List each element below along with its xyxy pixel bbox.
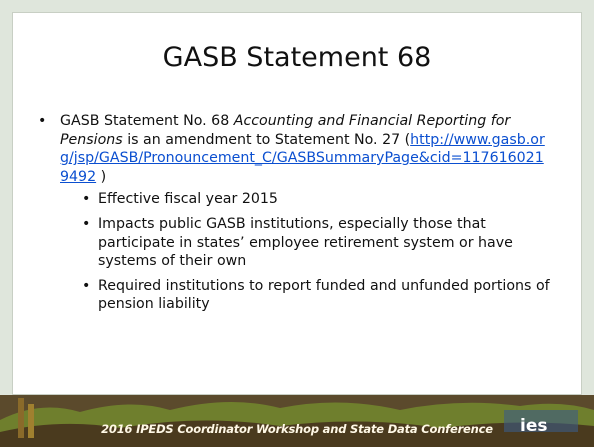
sub-bullet: Impacts public GASB institutions, especi…: [82, 215, 550, 271]
bullet-list: GASB Statement No. 68 Accounting and Fin…: [38, 112, 550, 314]
bullet-italic: Accounting and Financial Reporting for P…: [60, 113, 511, 148]
bullet-text: is an amendment to Statement No. 27 (: [122, 131, 411, 148]
sub-bullet: Effective fiscal year 2015: [82, 190, 550, 209]
bullet-text: GASB Statement No. 68: [60, 113, 234, 129]
footer-text: 2016 IPEDS Coordinator Workshop and Stat…: [101, 422, 493, 436]
logo: ies: [520, 416, 548, 436]
slide-title: GASB Statement 68: [162, 42, 432, 73]
sub-bullet: Required institutions to report funded a…: [82, 277, 550, 314]
link[interactable]: http://www.gasb.org/jsp/GASB/Pronounceme…: [60, 131, 545, 185]
sub-bullet-list: Effective fiscal year 2015 Impacts public…: [60, 190, 550, 314]
main-bullet: GASB Statement No. 68 Accounting and Fin…: [38, 112, 550, 314]
bullet-text: ): [96, 168, 107, 185]
slide-content: GASB Statement No. 68 Accounting and Fin…: [38, 112, 550, 320]
